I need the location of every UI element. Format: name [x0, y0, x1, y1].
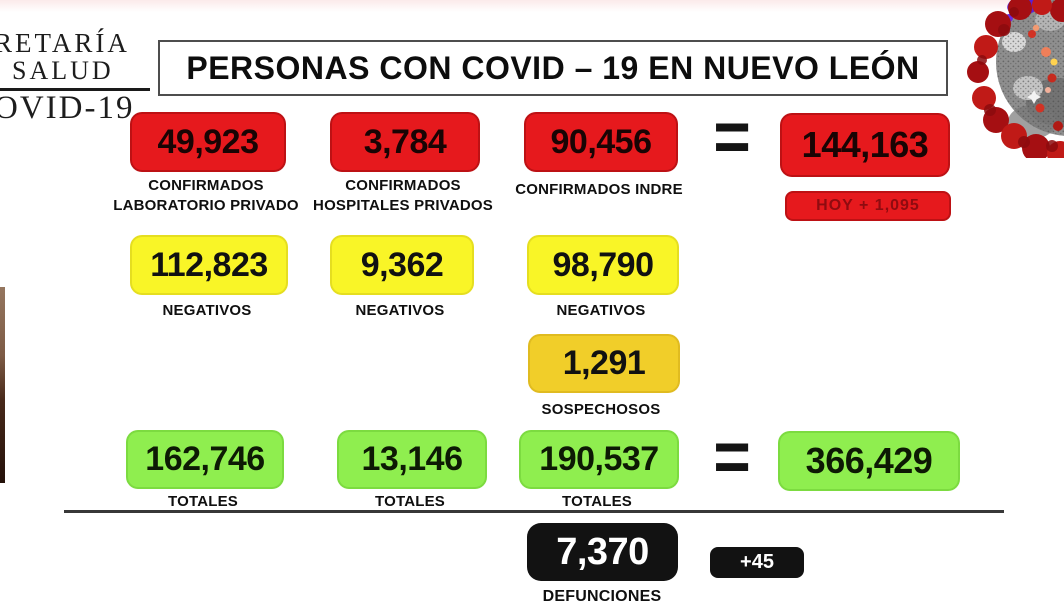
totals-private-hospitals-box: 13,146: [337, 430, 487, 489]
totals-private-lab-value: 162,746: [145, 440, 265, 478]
coronavirus-image: [967, 0, 1064, 158]
logo-rule: [0, 88, 150, 91]
negatives-indre-value: 98,790: [552, 245, 655, 284]
page-title-box: PERSONAS CON COVID – 19 EN NUEVO LEÓN: [158, 40, 948, 96]
separator-line: [64, 510, 1004, 513]
confirmed-private-lab-box: 49,923: [130, 112, 286, 172]
logo-line-covid19: OVID-19: [0, 90, 135, 126]
confirmed-private-lab-value: 49,923: [157, 122, 260, 161]
deaths-box: 7,370: [527, 523, 678, 581]
confirmed-private-hospitals-label: CONFIRMADOS HOSPITALES PRIVADOS: [313, 177, 493, 214]
totals-indre-value: 190,537: [539, 440, 659, 478]
negatives-private-hospitals-value: 9,362: [360, 245, 444, 284]
confirmed-indre-box: 90,456: [524, 112, 678, 172]
suspects-value: 1,291: [562, 344, 646, 382]
confirmed-private-lab-label: CONFIRMADOS LABORATORIO PRIVADO: [113, 177, 299, 214]
confirmed-private-hospitals-box: 3,784: [330, 112, 480, 172]
negatives-indre-box: 98,790: [527, 235, 679, 295]
totals-private-hospitals-value: 13,146: [361, 440, 464, 478]
totals-private-lab-box: 162,746: [126, 430, 284, 489]
left-edge-strip: [0, 287, 5, 483]
page-title: PERSONAS CON COVID – 19 EN NUEVO LEÓN: [186, 49, 920, 86]
totals-total-value: 366,429: [805, 440, 933, 481]
totals-private-hospitals-label: TOTALES: [374, 493, 445, 510]
totals-private-lab-label: TOTALES: [167, 493, 238, 510]
negatives-private-hospitals-box: 9,362: [330, 235, 474, 295]
negatives-private-lab-label: NEGATIVOS: [162, 302, 252, 319]
deaths-delta-badge: +45: [710, 547, 804, 578]
suspects-box: 1,291: [528, 334, 680, 393]
negatives-private-lab-box: 112,823: [130, 235, 288, 295]
suspects-label: SOSPECHOSOS: [541, 401, 661, 418]
deaths-label: DEFUNCIONES: [542, 588, 662, 605]
totals-indre-box: 190,537: [519, 430, 679, 489]
negatives-indre-label: NEGATIVOS: [556, 302, 646, 319]
equals-sign-confirmed: =: [713, 94, 751, 178]
top-edge-tint: [0, 0, 1064, 12]
totals-total-box: 366,429: [778, 431, 960, 491]
logo-line-secretaria: RETARÍA: [0, 28, 130, 58]
confirmed-indre-label: CONFIRMADOS INDRE: [515, 181, 683, 198]
confirmed-total-box: 144,163: [780, 113, 950, 177]
confirmed-total-value: 144,163: [801, 124, 929, 165]
totals-indre-label: TOTALES: [561, 493, 632, 510]
negatives-private-hospitals-label: NEGATIVOS: [355, 302, 445, 319]
today-increase-badge: HOY + 1,095: [785, 191, 951, 221]
equals-sign-totals: =: [713, 414, 751, 498]
confirmed-private-hospitals-value: 3,784: [363, 122, 447, 161]
negatives-private-lab-value: 112,823: [150, 245, 268, 284]
logo-line-salud: SALUD: [12, 56, 114, 85]
deaths-value: 7,370: [556, 530, 649, 573]
confirmed-indre-value: 90,456: [550, 122, 653, 161]
